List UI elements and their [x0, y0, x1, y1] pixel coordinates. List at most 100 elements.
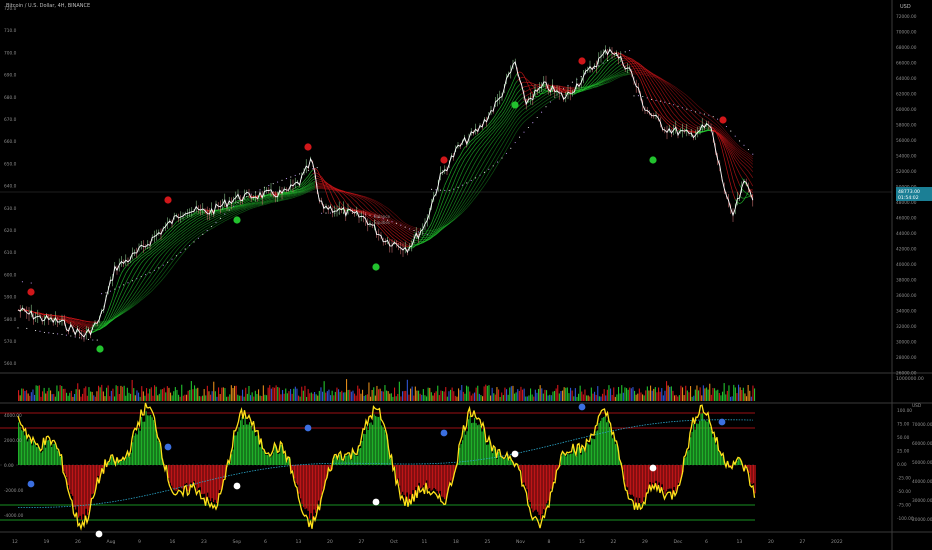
ribbon-segment: [655, 111, 659, 115]
ribbon-segment: [64, 316, 67, 318]
ribbon-segment: [151, 245, 155, 248]
ribbon-segment: [723, 138, 727, 141]
ribbon-segment: [224, 215, 228, 217]
ribbon-segment: [288, 191, 291, 194]
ribbon-segment: [455, 202, 459, 207]
ribbon-segment: [660, 77, 663, 80]
ribbon-segment: [220, 213, 223, 216]
ribbon-segment: [506, 133, 509, 138]
ribbon-segment: [305, 181, 309, 184]
ribbon-segment: [688, 126, 692, 128]
ribbon-segment: [64, 316, 67, 318]
ribbon-segment: [389, 212, 393, 216]
ribbon-segment: [607, 73, 611, 77]
ribbon-segment: [490, 122, 494, 125]
ribbon-segment: [288, 198, 291, 200]
ribbon-segment: [598, 72, 602, 76]
ribbon-segment: [473, 143, 476, 148]
ribbon-segment: [666, 119, 670, 123]
ribbon-segment: [688, 110, 692, 113]
volume-bar: [533, 396, 535, 401]
trail-dot: [730, 130, 732, 132]
ribbon-segment: [631, 58, 635, 61]
ribbon-segment: [616, 75, 619, 77]
ribbon-segment: [347, 192, 351, 194]
volume-bar: [589, 396, 591, 401]
volume-bar: [734, 387, 736, 401]
ribbon-segment: [132, 297, 135, 301]
ribbon-segment: [682, 94, 685, 98]
ribbon-segment: [114, 284, 118, 291]
ribbon-segment: [393, 213, 397, 216]
ribbon-segment: [473, 139, 476, 143]
ribbon-segment: [495, 130, 498, 134]
ribbon-segment: [151, 253, 155, 257]
ribbon-segment: [429, 237, 432, 240]
ribbon-segment: [651, 79, 655, 84]
ribbon-segment: [182, 221, 186, 224]
ribbon-segment: [211, 220, 214, 222]
ribbon-segment: [310, 176, 314, 180]
ribbon-segment: [653, 101, 657, 106]
ribbon-segment: [121, 269, 124, 274]
ribbon-segment: [451, 198, 454, 204]
ribbon-segment: [259, 199, 263, 201]
ribbon-segment: [138, 269, 142, 274]
ribbon-segment: [618, 64, 622, 67]
ribbon-segment: [640, 79, 644, 86]
ribbon-segment: [156, 279, 160, 283]
ribbon-segment: [521, 117, 525, 120]
ribbon-segment: [517, 100, 520, 104]
ribbon-segment: [468, 155, 472, 160]
ribbon-segment: [200, 231, 203, 234]
ribbon-segment: [609, 74, 613, 77]
ribbon-segment: [382, 227, 386, 231]
ribbon-segment: [189, 214, 192, 216]
ribbon-segment: [664, 80, 668, 83]
ribbon-segment: [310, 179, 314, 183]
ribbon-segment: [127, 289, 131, 294]
volume-bar: [573, 396, 575, 401]
ribbon-segment: [671, 87, 674, 90]
volume-bar: [686, 390, 688, 401]
ribbon-segment: [376, 217, 380, 220]
ribbon-segment: [543, 97, 547, 100]
volume-bar: [629, 387, 631, 401]
ribbon-segment: [484, 150, 487, 154]
volume-bar: [717, 389, 719, 401]
volume-bar: [78, 389, 80, 401]
ribbon-segment: [741, 150, 745, 153]
ribbon-segment: [167, 231, 171, 235]
ribbon-segment: [627, 63, 630, 66]
ribbon-segment: [341, 191, 344, 195]
ribbon-segment: [173, 221, 177, 226]
ribbon-segment: [748, 178, 751, 183]
ribbon-segment: [134, 290, 138, 294]
ribbon-segment: [306, 189, 309, 192]
ribbon-segment: [570, 91, 573, 93]
ribbon-segment: [477, 139, 481, 142]
ribbon-segment: [697, 114, 701, 117]
ribbon-segment: [277, 196, 280, 198]
ribbon-segment: [215, 212, 219, 214]
ribbon-segment: [235, 203, 239, 206]
ribbon-segment: [358, 195, 362, 197]
ribbon-segment: [132, 302, 135, 306]
ribbon-segment: [129, 263, 133, 268]
ribbon-segment: [330, 191, 333, 198]
ribbon-segment: [660, 88, 663, 92]
volume-bar: [205, 395, 207, 401]
ribbon-segment: [72, 318, 76, 320]
ribbon-segment: [750, 174, 754, 179]
ribbon-segment: [334, 201, 338, 206]
ribbon-segment: [237, 202, 241, 204]
oscillator-pane: [0, 402, 756, 538]
ribbon-segment: [198, 229, 201, 232]
trail-dot: [255, 191, 257, 193]
ribbon-segment: [653, 83, 657, 87]
signal-dot: [164, 196, 172, 204]
ribbon-segment: [682, 118, 685, 121]
ribbon-segment: [72, 318, 76, 320]
volume-bar: [667, 385, 669, 401]
